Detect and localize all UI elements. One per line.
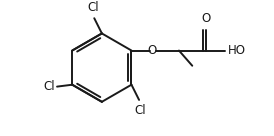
Text: O: O <box>148 44 157 57</box>
Text: Cl: Cl <box>134 104 146 117</box>
Text: HO: HO <box>228 44 246 57</box>
Text: Cl: Cl <box>87 1 99 14</box>
Text: O: O <box>201 12 210 25</box>
Text: Cl: Cl <box>44 80 55 93</box>
